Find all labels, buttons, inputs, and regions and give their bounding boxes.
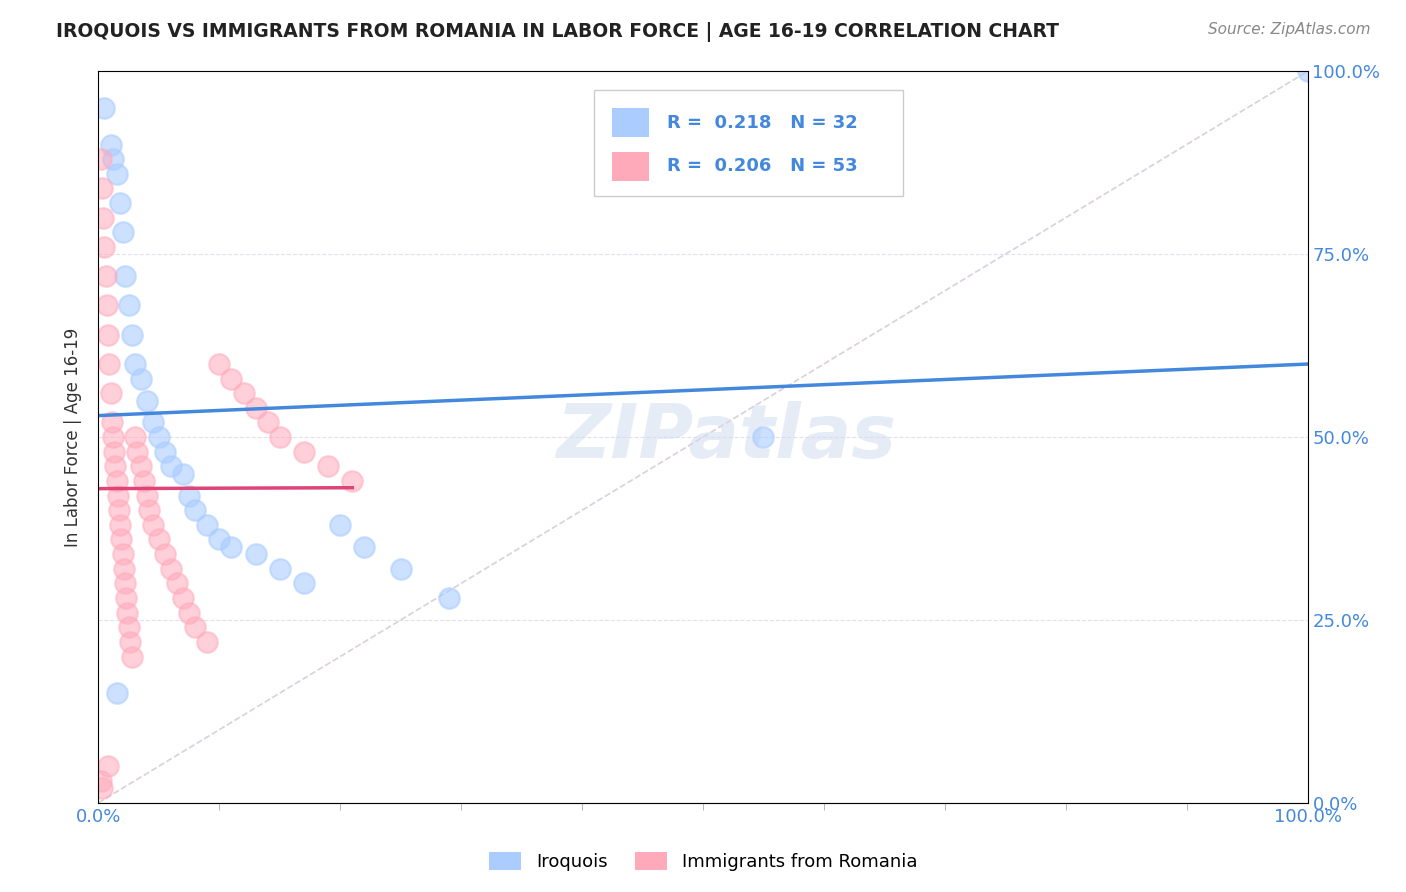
- Point: [124, 430, 146, 444]
- Point: [127, 444, 149, 458]
- Text: R =  0.206   N = 53: R = 0.206 N = 53: [666, 158, 858, 176]
- Point: [221, 540, 243, 554]
- Point: [329, 517, 352, 532]
- Point: [121, 649, 143, 664]
- FancyBboxPatch shape: [595, 90, 903, 195]
- Point: [105, 686, 128, 700]
- Bar: [613, 108, 648, 137]
- Point: [179, 489, 201, 503]
- Point: [232, 386, 254, 401]
- Point: [91, 211, 114, 225]
- Point: [117, 606, 139, 620]
- Point: [148, 533, 170, 547]
- Point: [90, 773, 112, 788]
- Point: [172, 467, 194, 481]
- Point: [142, 517, 165, 532]
- Point: [353, 540, 375, 554]
- Point: [104, 459, 127, 474]
- Point: [107, 489, 129, 503]
- Point: [124, 357, 146, 371]
- Point: [166, 576, 188, 591]
- Point: [153, 444, 176, 458]
- Text: IROQUOIS VS IMMIGRANTS FROM ROMANIA IN LABOR FORCE | AGE 16-19 CORRELATION CHART: IROQUOIS VS IMMIGRANTS FROM ROMANIA IN L…: [56, 22, 1059, 42]
- Point: [118, 635, 141, 649]
- Point: [316, 459, 339, 474]
- Point: [91, 781, 114, 796]
- Point: [208, 533, 231, 547]
- Point: [100, 416, 122, 430]
- Text: ZIPatlas: ZIPatlas: [557, 401, 897, 474]
- Point: [179, 606, 201, 620]
- Point: [115, 591, 138, 605]
- Point: [121, 327, 143, 342]
- Point: [269, 430, 291, 444]
- Bar: [613, 152, 648, 181]
- Point: [184, 620, 207, 634]
- Point: [752, 430, 775, 444]
- Point: [90, 152, 112, 166]
- Point: [103, 444, 125, 458]
- Point: [97, 327, 120, 342]
- Legend: Iroquois, Immigrants from Romania: Iroquois, Immigrants from Romania: [482, 845, 924, 879]
- Point: [112, 562, 135, 576]
- Point: [129, 459, 152, 474]
- Point: [108, 503, 131, 517]
- Point: [100, 386, 122, 401]
- Point: [1296, 64, 1319, 78]
- Point: [138, 503, 160, 517]
- Point: [96, 298, 118, 312]
- Point: [91, 181, 114, 195]
- Point: [111, 225, 134, 239]
- Point: [94, 269, 117, 284]
- Point: [105, 474, 128, 488]
- Point: [389, 562, 412, 576]
- Point: [195, 517, 218, 532]
- Point: [105, 167, 128, 181]
- Point: [129, 371, 152, 385]
- Point: [98, 357, 121, 371]
- Point: [292, 444, 315, 458]
- Point: [142, 416, 165, 430]
- Point: [93, 240, 115, 254]
- Point: [160, 459, 183, 474]
- Point: [208, 357, 231, 371]
- Point: [100, 137, 122, 152]
- Point: [118, 298, 141, 312]
- Point: [101, 152, 124, 166]
- Point: [195, 635, 218, 649]
- Point: [97, 759, 120, 773]
- Point: [114, 269, 136, 284]
- Point: [108, 517, 131, 532]
- Point: [184, 503, 207, 517]
- Point: [221, 371, 243, 385]
- Point: [160, 562, 183, 576]
- Point: [114, 576, 136, 591]
- Point: [256, 416, 278, 430]
- Point: [135, 393, 157, 408]
- Point: [342, 474, 364, 488]
- Point: [111, 547, 134, 561]
- Point: [110, 533, 132, 547]
- Text: R =  0.218   N = 32: R = 0.218 N = 32: [666, 113, 858, 131]
- Point: [108, 196, 131, 211]
- Point: [172, 591, 194, 605]
- Y-axis label: In Labor Force | Age 16-19: In Labor Force | Age 16-19: [65, 327, 83, 547]
- Point: [269, 562, 291, 576]
- Point: [118, 620, 141, 634]
- Point: [437, 591, 460, 605]
- Point: [135, 489, 157, 503]
- Point: [148, 430, 170, 444]
- Point: [101, 430, 124, 444]
- Point: [93, 101, 115, 115]
- Point: [153, 547, 176, 561]
- Point: [245, 547, 267, 561]
- Point: [134, 474, 156, 488]
- Point: [292, 576, 315, 591]
- Text: Source: ZipAtlas.com: Source: ZipAtlas.com: [1208, 22, 1371, 37]
- Point: [245, 401, 267, 415]
